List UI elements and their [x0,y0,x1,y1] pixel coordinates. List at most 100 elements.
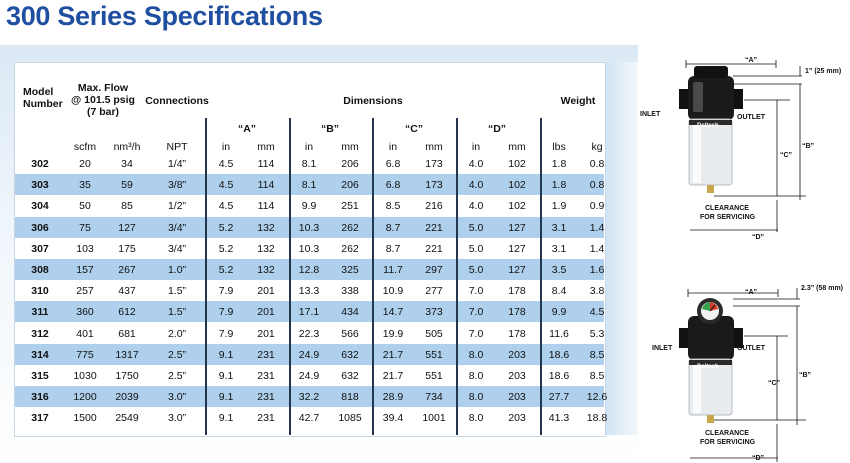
top-filter-drawing [679,60,806,232]
top-inlet-label: INLET [640,111,661,118]
table-cell: 178 [508,306,526,319]
table-cell: 132 [257,242,275,255]
table-cell: 1500 [73,412,97,425]
top-dim-b-label: “B” [802,143,815,150]
model-number-cell: 304 [31,200,49,213]
table-cell: 8.5 [589,370,605,382]
table-cell: 0.8 [589,179,605,192]
column-divider [540,118,542,435]
spec-table [14,62,606,437]
table-cell: 3.1 [551,221,567,234]
table-cell: 1.5” [167,306,187,319]
table-cell: 39.4 [382,412,404,425]
table-cell: 34 [121,158,133,170]
table-cell: 231 [257,391,275,404]
table-cell: 12.6 [586,391,608,404]
header-unit: in [388,141,398,153]
table-cell: 59 [121,179,133,192]
table-cell: 1.5” [167,285,187,298]
table-cell: 201 [257,285,275,298]
column-divider [289,118,291,435]
table-cell: 1/2” [167,200,187,213]
table-cell: 206 [341,179,359,192]
table-cell: 24.9 [298,370,320,382]
table-cell: 178 [508,327,526,340]
table-cell: 114 [257,179,275,192]
table-cell: 8.0 [468,412,484,425]
table-cell: 5.2 [218,242,234,255]
table-cell: 9.1 [218,391,234,404]
table-cell: 3.0” [167,391,187,404]
column-divider [205,118,207,435]
table-cell: 4.5 [589,306,605,319]
table-cell: 8.4 [551,285,567,298]
table-cell: 262 [341,221,359,234]
bottom-clearance-label: 2.3” (58 mm) [801,285,844,292]
header-unit: in [304,141,314,153]
top-outlet-label: OUTLET [737,114,765,121]
table-cell: 4.5 [218,179,234,192]
table-cell: 221 [425,242,443,255]
table-cell: 18.6 [548,348,570,361]
top-brand-label: Deltech [697,123,719,129]
table-cell: 103 [76,242,94,255]
table-cell: 373 [425,306,443,319]
table-cell: 206 [341,158,359,170]
table-cell: 257 [76,285,94,298]
model-number-cell: 316 [31,391,49,404]
table-cell: 1.4 [589,242,605,255]
table-cell: 7.0 [468,306,484,319]
table-cell: 5.3 [589,327,605,340]
table-cell: 7.9 [218,327,234,340]
column-divider [456,118,458,435]
table-cell: 9.1 [218,370,234,382]
table-cell: 3.1 [551,242,567,255]
table-cell: 13.3 [298,285,320,298]
table-cell: 3.5 [551,264,567,276]
table-cell: 6.8 [385,179,401,192]
model-number-cell: 314 [31,348,49,361]
table-cell: 734 [425,391,443,404]
bottom-dim-d-label: “D” [752,455,765,462]
table-cell: 231 [257,412,275,425]
bottom-servicing-line2: FOR SERVICING [700,439,756,446]
table-cell: 9.9 [301,200,317,213]
table-cell: 8.0 [468,370,484,382]
table-cell: 3.8 [589,285,605,298]
table-cell: 297 [425,264,443,276]
table-cell: 20 [79,158,91,170]
table-cell: 401 [76,327,94,340]
table-cell: 8.1 [301,179,317,192]
table-cell: 2.5” [167,370,187,382]
table-cell: 2549 [115,412,139,425]
header-flow-line2: @ 101.5 psig [71,94,135,106]
table-cell: 5.0 [468,221,484,234]
header-weight: Weight [560,95,596,107]
table-cell: 4.0 [468,179,484,192]
table-cell: 0.8 [589,158,605,170]
table-cell: 632 [341,348,359,361]
table-cell: 132 [257,221,275,234]
top-dim-c-label: “C” [780,152,793,159]
table-cell: 18.8 [586,412,608,425]
header-unit: mm [508,141,526,153]
header-unit: in [471,141,481,153]
model-number-cell: 303 [31,179,49,192]
table-cell: 7.0 [468,285,484,298]
table-cell: 566 [341,327,359,340]
top-dim-a-label: “A” [745,57,758,64]
table-cell: 203 [508,348,526,361]
table-cell: 5.2 [218,221,234,234]
table-cell: 4.0 [468,200,484,213]
table-cell: 157 [76,264,94,276]
header-connections: Connections [145,95,209,107]
top-clearance-label: 1” (25 mm) [805,68,842,75]
table-cell: 4.5 [218,200,234,213]
table-cell: 0.9 [589,200,605,213]
bottom-brand-label: Deltech [697,364,719,370]
table-cell: 1001 [422,412,446,425]
table-cell: 8.5 [589,348,605,361]
header-unit: nm³/h [113,141,141,153]
header-unit: mm [425,141,443,153]
table-cell: 1.8 [551,158,567,170]
